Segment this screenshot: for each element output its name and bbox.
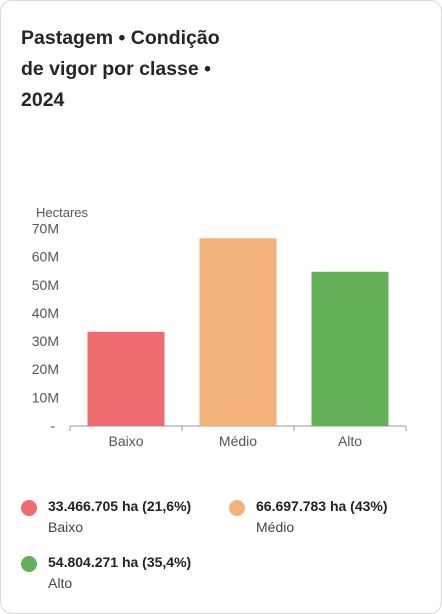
y-tick-label: 60M (32, 249, 59, 265)
y-tick-label: 30M (32, 333, 59, 349)
legend-value: 33.466.705 ha (21,6%) (48, 498, 192, 514)
x-tick-label: Médio (219, 433, 257, 449)
chart-title-line-1: Pastagem • Condição (21, 27, 220, 49)
legend-value: 54.804.271 ha (35,4%) (48, 554, 192, 570)
bars (87, 238, 389, 426)
legend-dot-icon (229, 500, 245, 516)
bar-chart: Hectares - 10M 20M 30M 40M 50M 60M 70M Baixo Méd… (32, 205, 407, 449)
y-tick-label: 70M (32, 221, 59, 237)
chart-title-line-3: 2024 (21, 89, 65, 111)
y-axis-label: Hectares (36, 205, 89, 220)
y-tick-label: 40M (32, 305, 59, 321)
bar-alto[interactable] (311, 271, 389, 426)
legend-label: Médio (256, 519, 295, 535)
y-tick-label: 50M (32, 277, 59, 293)
chart-title-line-2: de vigor por classe • (21, 58, 211, 80)
legend-dot-icon (21, 556, 37, 572)
x-axis-labels: Baixo Médio Alto (108, 433, 362, 449)
bar-medio[interactable] (199, 238, 277, 426)
x-axis-tick-marks (69, 426, 407, 431)
legend-label: Baixo (48, 519, 84, 535)
y-tick-label: 10M (32, 389, 59, 405)
x-tick-label: Baixo (108, 433, 143, 449)
bar-baixo[interactable] (87, 331, 165, 426)
y-axis-ticks: - 10M 20M 30M 40M 50M 60M 70M (32, 221, 59, 434)
legend-label: Alto (48, 575, 73, 591)
chart-title: Pastagem • Condição de vigor por classe … (21, 23, 261, 116)
y-tick-label: 20M (32, 361, 59, 377)
legend-value: 66.697.783 ha (43%) (256, 498, 388, 514)
legend-dot-icon (21, 500, 37, 516)
x-tick-label: Alto (338, 433, 362, 449)
y-tick-label: - (50, 418, 55, 434)
